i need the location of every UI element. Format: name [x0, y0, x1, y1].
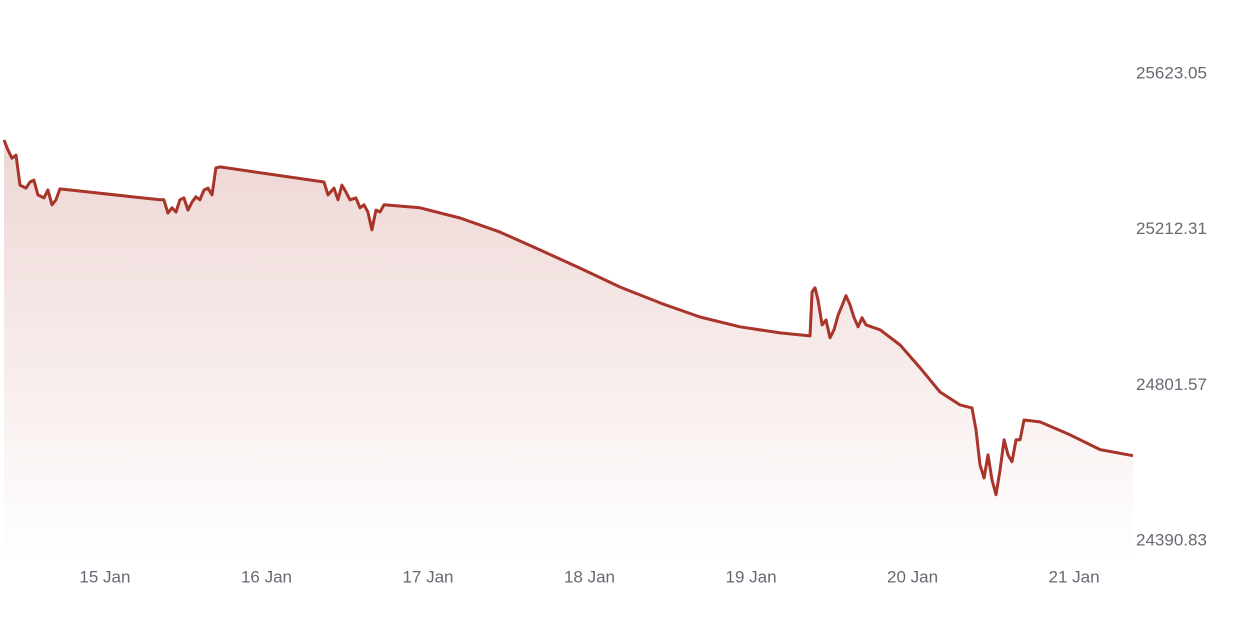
line [2, 139, 1134, 497]
x-tick-label: 18 Jan [564, 567, 615, 586]
x-tick-label: 19 Jan [725, 567, 776, 586]
y-tick-label: 24801.57 [1136, 375, 1207, 394]
x-tick-label: 15 Jan [79, 567, 130, 586]
y-tick-label: 25623.05 [1136, 63, 1207, 82]
y-tick-label: 24390.83 [1136, 530, 1207, 549]
x-tick-label: 20 Jan [887, 567, 938, 586]
area [4, 140, 1133, 560]
y-tick-label: 25212.31 [1136, 219, 1207, 238]
x-tick-label: 16 Jan [241, 567, 292, 586]
x-tick-label: 17 Jan [402, 567, 453, 586]
x-tick-label: 21 Jan [1049, 567, 1100, 586]
